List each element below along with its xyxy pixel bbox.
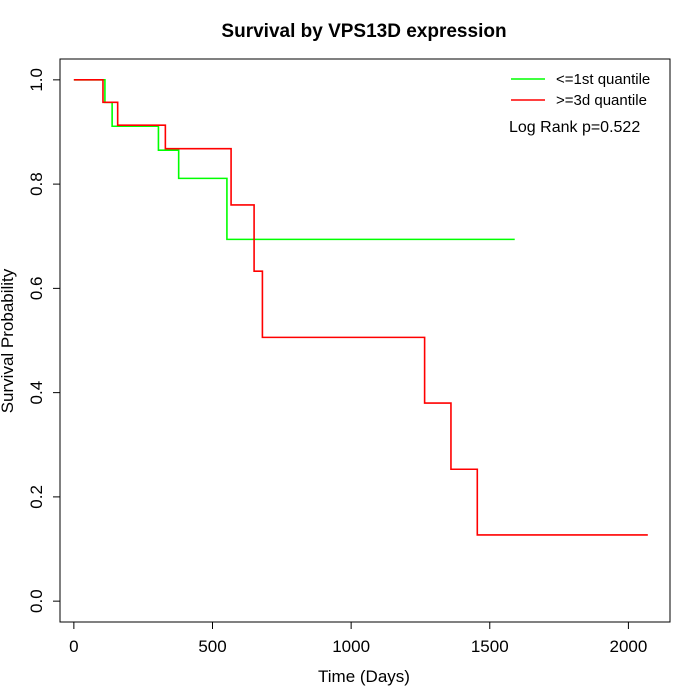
y-axis: 0.0 0.2 0.4 0.6 0.8 1.0 (27, 68, 61, 613)
legend-label-0: <=1st quantile (556, 71, 650, 88)
x-tick-label: 500 (198, 637, 226, 656)
y-tick-label: 0.6 (27, 277, 46, 301)
y-tick-label: 0.4 (27, 381, 46, 405)
series-layer (73, 79, 648, 536)
y-tick-label: 0.2 (27, 485, 46, 509)
series-line-0 (73, 79, 515, 241)
y-tick-label: 0.0 (27, 589, 46, 613)
x-tick-label: 0 (69, 637, 78, 656)
y-tick-label: 0.8 (27, 172, 46, 196)
chart-title: Survival by VPS13D expression (221, 21, 506, 42)
series-line-1 (73, 79, 648, 536)
x-axis-label: Time (Days) (318, 667, 410, 686)
y-axis-label: Survival Probability (0, 268, 17, 413)
plot-frame (59, 58, 671, 623)
legend: <=1st quantile >=3d quantile (511, 71, 650, 109)
x-tick-label: 2000 (609, 637, 647, 656)
y-tick-label: 1.0 (27, 68, 46, 92)
x-tick-label: 1500 (471, 637, 509, 656)
x-axis: 0 500 1000 1500 2000 (69, 621, 647, 656)
log-rank-annotation: Log Rank p=0.522 (509, 119, 640, 136)
x-tick-label: 1000 (332, 637, 370, 656)
legend-label-1: >=3d quantile (556, 92, 647, 109)
